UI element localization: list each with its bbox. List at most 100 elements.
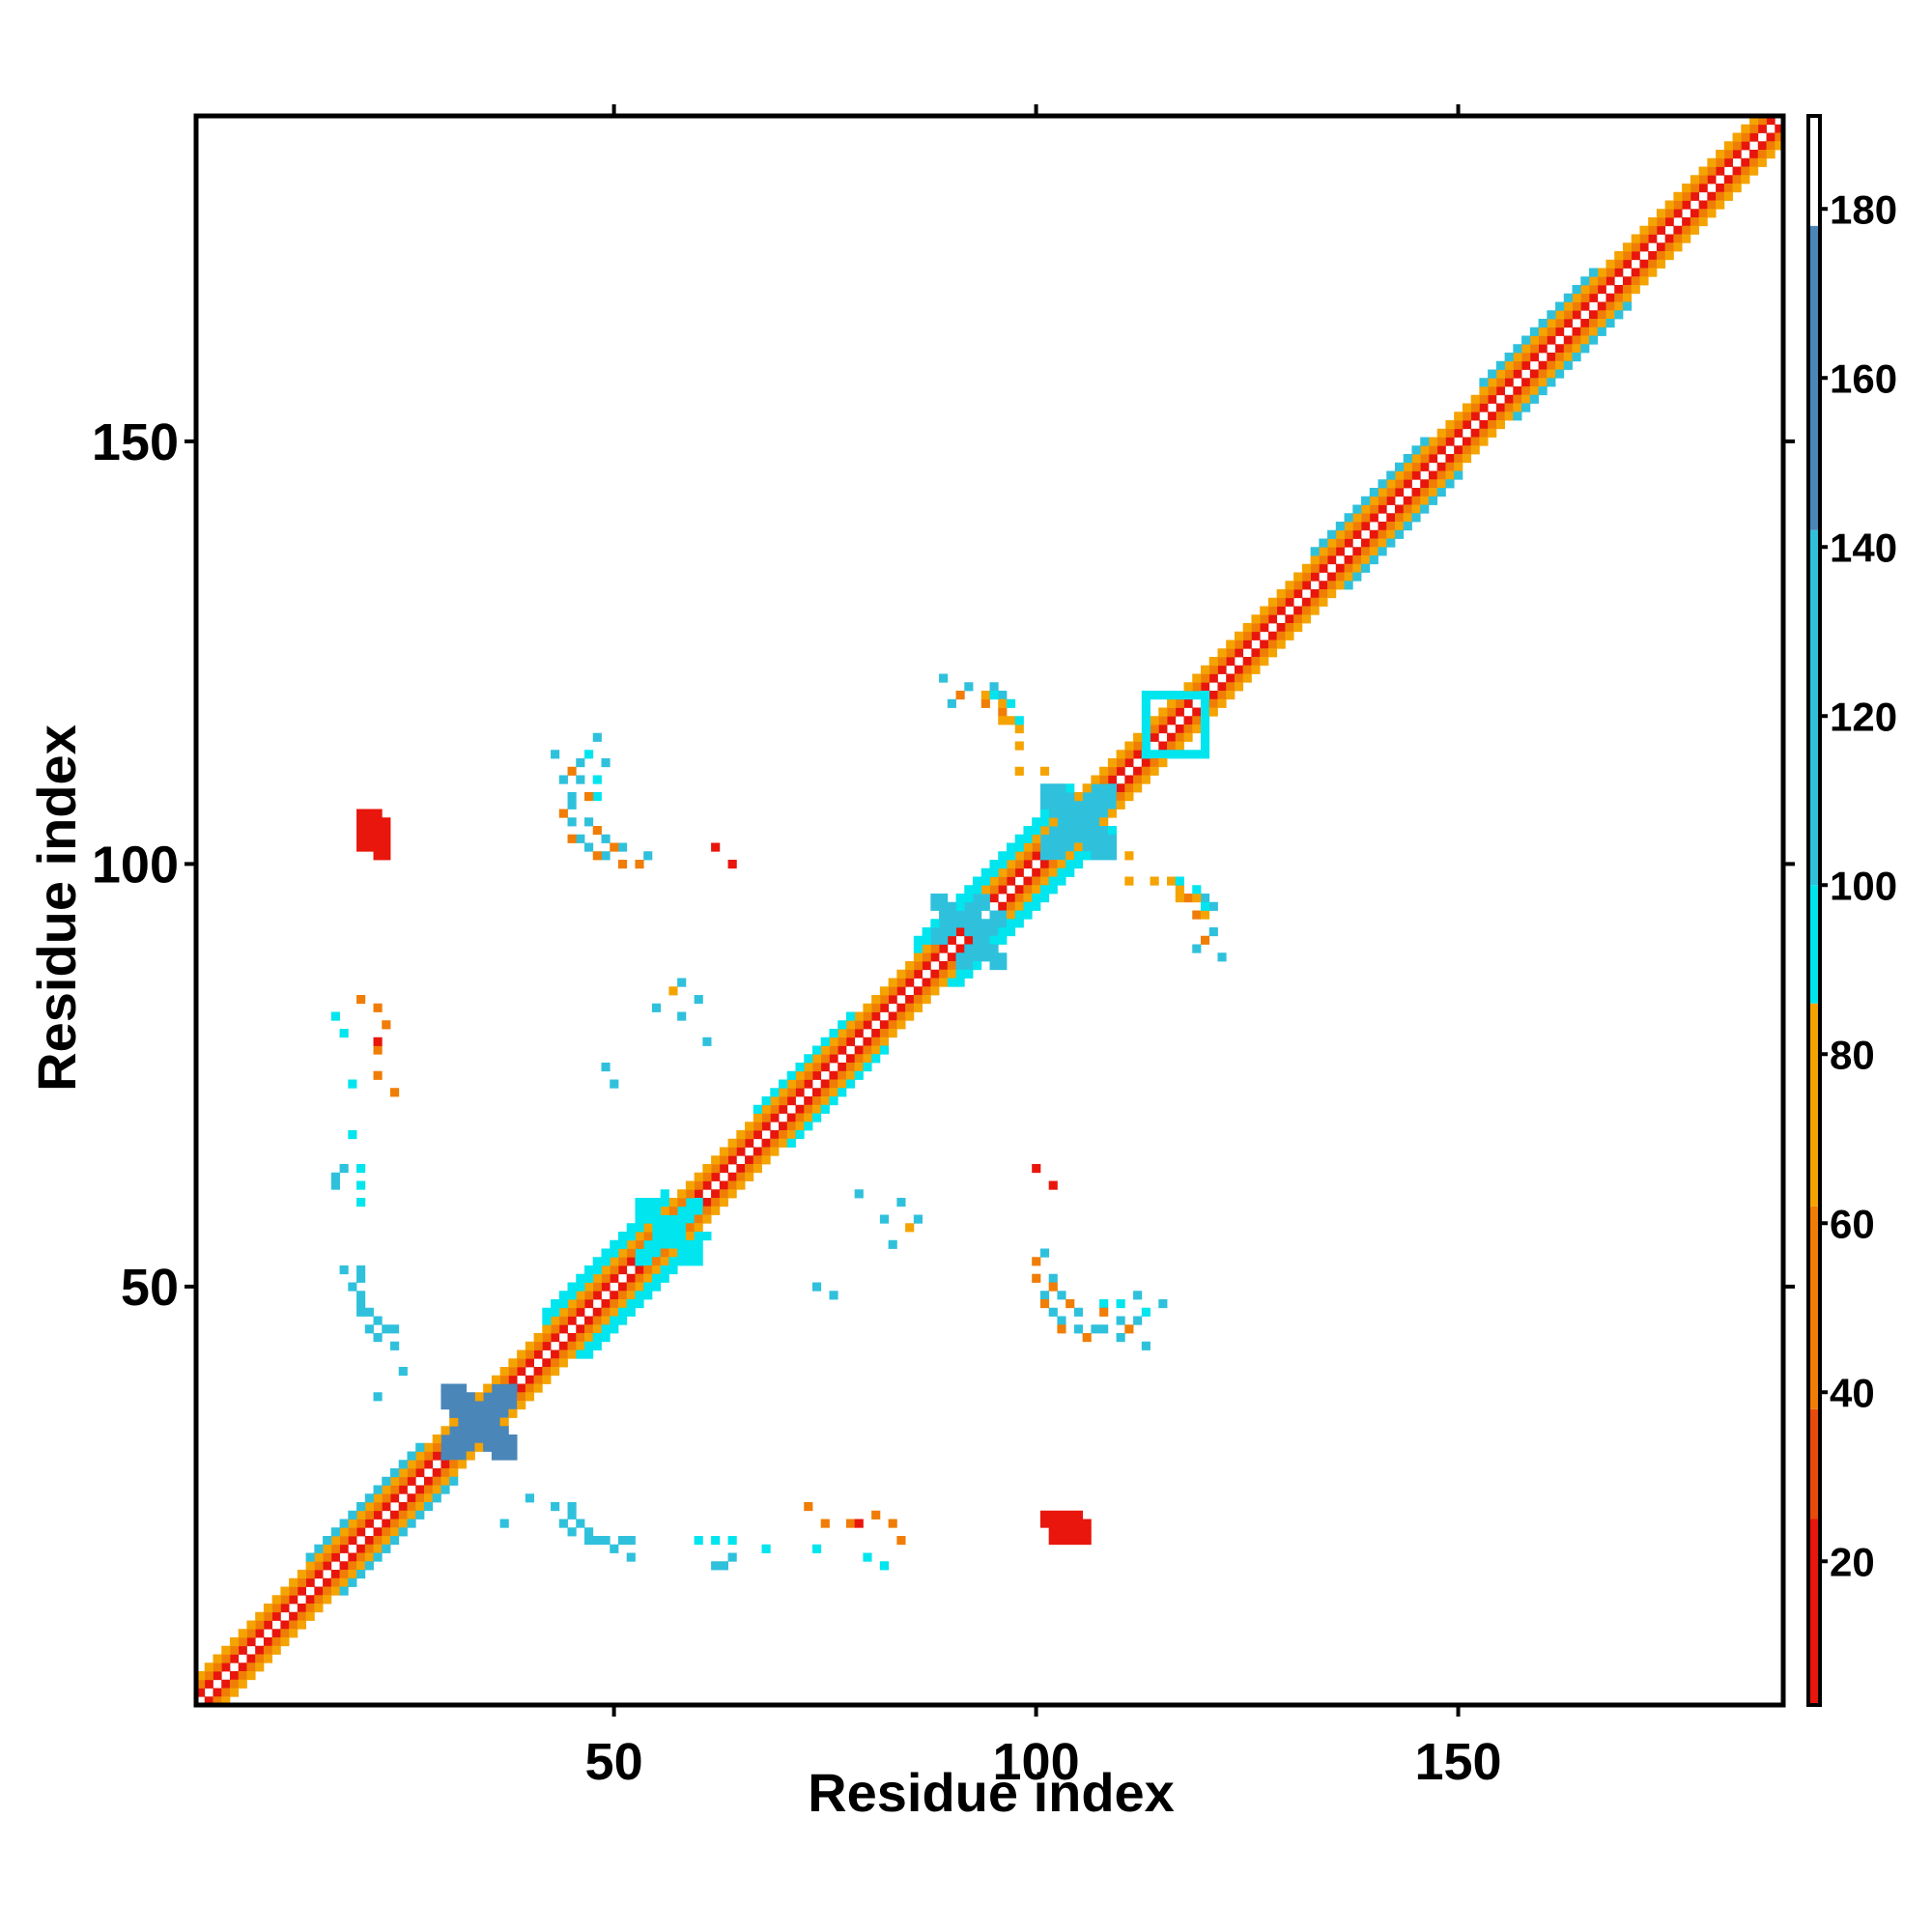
heatmap-cell — [449, 1383, 459, 1393]
heatmap-cell — [1217, 648, 1227, 658]
heatmap-cell — [1099, 800, 1109, 810]
heatmap-cell — [348, 1079, 357, 1089]
heatmap-cell — [1319, 581, 1328, 590]
heatmap-cell — [660, 1189, 669, 1199]
heatmap-cell — [1260, 657, 1269, 667]
heatmap-cell — [1267, 606, 1278, 615]
heatmap-cell — [1200, 691, 1210, 700]
heatmap-cell — [1014, 716, 1024, 725]
heatmap-cell — [1200, 724, 1210, 734]
colorbar-tick-label: 180 — [1830, 186, 1897, 232]
heatmap-cell — [879, 1029, 890, 1038]
heatmap-cell — [694, 1172, 703, 1181]
heatmap-cell — [1116, 783, 1125, 793]
heatmap-cell — [1276, 631, 1286, 640]
heatmap-cell — [525, 1358, 534, 1368]
heatmap-cell — [955, 691, 965, 700]
heatmap-cell — [213, 1671, 222, 1681]
heatmap-cell — [1361, 555, 1371, 565]
heatmap-cell — [440, 1468, 450, 1478]
heatmap-cell — [871, 995, 881, 1005]
heatmap-cell — [1572, 353, 1581, 362]
heatmap-cell — [1260, 639, 1269, 649]
heatmap-cell — [1048, 876, 1058, 886]
heatmap-cell — [576, 775, 585, 784]
heatmap-cell — [1327, 555, 1337, 565]
heatmap-cell — [635, 1265, 644, 1275]
y-tick-label: 100 — [92, 836, 179, 894]
heatmap-cell — [1394, 513, 1405, 523]
heatmap-cell — [491, 1383, 501, 1393]
heatmap-cell — [1141, 741, 1151, 751]
heatmap-cell — [499, 1435, 509, 1444]
heatmap-cell — [196, 1688, 206, 1697]
heatmap-cell — [551, 1333, 560, 1343]
heatmap-cell — [998, 935, 1008, 945]
heatmap-cell — [280, 1586, 290, 1596]
heatmap-cell — [305, 1570, 315, 1579]
heatmap-cell — [297, 1620, 307, 1630]
heatmap-cell — [1048, 1519, 1058, 1528]
heatmap-cell — [339, 1586, 349, 1596]
heatmap-cell — [1048, 1273, 1058, 1283]
heatmap-cell — [1014, 834, 1024, 843]
heatmap-cell — [1563, 344, 1573, 354]
heatmap-cell — [980, 952, 990, 962]
heatmap-cell — [1293, 623, 1303, 633]
heatmap-cell — [1251, 631, 1261, 640]
heatmap-cell — [879, 1045, 890, 1055]
heatmap-cell — [1462, 445, 1472, 455]
heatmap-cell — [1039, 1510, 1050, 1520]
heatmap-cell — [1555, 310, 1565, 320]
heatmap-cell — [1462, 412, 1472, 421]
heatmap-cell — [1749, 116, 1759, 126]
heatmap-cell — [407, 1468, 416, 1478]
heatmap-cell — [702, 1198, 712, 1208]
heatmap-cell — [1175, 750, 1184, 759]
heatmap-cell — [626, 1536, 636, 1546]
heatmap-cell — [390, 1468, 400, 1478]
heatmap-cell — [1032, 894, 1041, 903]
heatmap-cell — [1192, 682, 1202, 692]
heatmap-cell — [922, 978, 931, 987]
heatmap-cell — [423, 1442, 434, 1452]
heatmap-cell — [229, 1679, 240, 1689]
heatmap-cell — [1141, 707, 1151, 717]
colorbar-frame — [1806, 114, 1822, 1707]
heatmap-cell — [1344, 572, 1353, 582]
heatmap-cell — [1276, 589, 1286, 599]
heatmap-cell — [1622, 251, 1633, 261]
heatmap-cell — [727, 1536, 737, 1546]
heatmap-cell — [330, 1527, 340, 1537]
heatmap-cell — [1217, 682, 1227, 692]
heatmap-cell — [1563, 353, 1573, 362]
heatmap-cell — [1141, 766, 1151, 776]
heatmap-cell — [246, 1629, 256, 1638]
heatmap-cell — [1682, 217, 1691, 227]
heatmap-cell — [1006, 867, 1016, 877]
heatmap-cell — [980, 691, 990, 700]
heatmap-cell — [964, 910, 974, 920]
heatmap-cell — [204, 1671, 213, 1681]
heatmap-cell — [779, 1130, 788, 1140]
heatmap-cell — [1327, 547, 1337, 556]
heatmap-cell — [1538, 344, 1548, 354]
heatmap-cell — [955, 901, 965, 911]
heatmap-cell — [1091, 783, 1100, 793]
heatmap-cell — [499, 1519, 509, 1528]
heatmap-cell — [694, 1180, 703, 1190]
heatmap-cell — [761, 1138, 771, 1148]
heatmap-cell — [1082, 792, 1092, 802]
heatmap-cell — [635, 1198, 644, 1208]
heatmap-cell — [339, 1577, 349, 1587]
heatmap-cell — [1023, 842, 1033, 852]
heatmap-cell — [939, 919, 949, 928]
heatmap-cell — [1023, 860, 1033, 869]
heatmap-cell — [517, 1367, 526, 1377]
heatmap-cell — [474, 1408, 484, 1418]
heatmap-cell — [913, 935, 923, 945]
heatmap-cell — [1260, 606, 1269, 615]
heatmap-cell — [643, 1257, 653, 1266]
heatmap-cell — [432, 1485, 441, 1494]
heatmap-cell — [804, 1104, 813, 1114]
